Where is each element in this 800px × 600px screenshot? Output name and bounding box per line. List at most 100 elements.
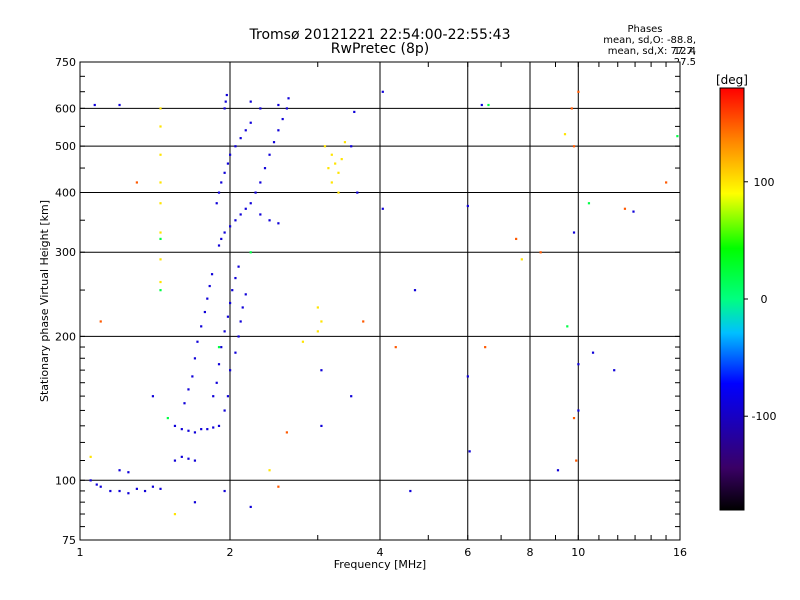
data-point: [234, 145, 237, 148]
phase-stats-o: mean, sd,O: -88.8, 12.4: [603, 35, 696, 57]
data-point: [220, 181, 223, 184]
data-point: [223, 171, 226, 174]
data-point: [159, 107, 162, 110]
data-point: [632, 210, 635, 213]
data-point: [159, 237, 162, 241]
data-point: [231, 289, 234, 292]
y-axis-label: Stationary phase Virtual Height [km]: [38, 200, 51, 402]
data-point: [327, 167, 330, 170]
data-point: [520, 258, 523, 261]
x-tick-label: 2: [227, 546, 234, 559]
data-point: [173, 513, 177, 516]
data-point: [249, 100, 252, 103]
x-tick-label: 1: [77, 546, 84, 559]
data-point: [362, 320, 365, 323]
data-point: [217, 363, 221, 366]
data-point: [484, 346, 487, 349]
data-point: [277, 129, 280, 132]
data-point: [577, 409, 580, 412]
data-point: [316, 330, 319, 333]
data-point: [259, 107, 262, 110]
data-point: [301, 340, 305, 343]
data-point: [217, 244, 221, 247]
grid-lines: [80, 62, 680, 540]
y-tick-label: 600: [55, 102, 76, 115]
data-point: [334, 162, 337, 165]
data-point: [249, 121, 252, 124]
data-point: [226, 315, 230, 318]
data-points: [89, 90, 679, 516]
data-point: [220, 346, 223, 349]
data-point: [268, 153, 271, 156]
data-point: [234, 219, 237, 222]
data-point: [220, 237, 223, 241]
data-point: [206, 428, 209, 431]
data-point: [350, 145, 353, 148]
data-point: [223, 409, 226, 412]
data-point: [263, 167, 267, 170]
colorbar-gradient: [719, 87, 745, 511]
y-tick-label: 100: [55, 474, 76, 487]
data-point: [577, 363, 580, 366]
data-point: [272, 141, 276, 144]
data-point: [316, 306, 319, 309]
data-point: [381, 90, 384, 93]
data-point: [217, 346, 221, 349]
data-point: [196, 340, 199, 343]
data-point: [229, 153, 232, 156]
x-tick-label: 6: [464, 546, 471, 559]
data-point: [143, 489, 147, 493]
x-tick-label: 16: [673, 546, 687, 559]
data-point: [556, 469, 560, 472]
data-point: [353, 110, 356, 114]
data-point: [237, 335, 240, 338]
data-point: [234, 276, 237, 280]
data-point: [340, 158, 343, 161]
data-point: [99, 485, 102, 488]
data-point: [187, 388, 190, 391]
data-point: [159, 181, 162, 184]
data-point: [356, 191, 359, 194]
data-point: [244, 293, 247, 296]
phase-stats-x: mean, sd,X: 77.7, 27.5: [607, 46, 696, 68]
chart-subtitle: RwPretec (8p): [330, 41, 430, 57]
data-point: [268, 469, 271, 472]
data-point: [572, 416, 576, 420]
data-point: [208, 284, 211, 288]
data-point: [229, 369, 232, 372]
data-point: [180, 428, 183, 431]
data-point: [249, 505, 252, 509]
data-point: [343, 141, 347, 144]
data-point: [330, 153, 333, 156]
data-point: [159, 289, 162, 292]
data-point: [224, 100, 227, 103]
data-point: [676, 135, 679, 138]
data-point: [183, 402, 186, 405]
data-point: [210, 273, 214, 276]
data-point: [394, 346, 397, 349]
data-point: [480, 103, 483, 107]
data-point: [323, 145, 327, 148]
data-point: [212, 426, 215, 429]
x-tick-label: 4: [377, 546, 384, 559]
data-point: [223, 107, 226, 110]
data-point: [591, 351, 595, 354]
data-point: [200, 325, 203, 328]
data-point: [118, 103, 121, 107]
phase-stats-heading: Phases: [627, 24, 663, 35]
data-point: [95, 483, 98, 486]
data-point: [215, 202, 218, 205]
axes: 1 2 4 6 8 10 16 75 100 200 300 400 500 600 750 Frequenc…: [38, 56, 687, 571]
data-point: [193, 459, 197, 462]
data-point: [206, 297, 209, 300]
data-point: [281, 117, 284, 121]
data-point: [159, 125, 162, 128]
chart-title: Tromsø 20121221 22:54:00-22:55:43: [249, 27, 511, 43]
data-point: [330, 181, 333, 184]
data-point: [259, 213, 262, 216]
colorbar-tick-label: 100: [754, 176, 775, 189]
phase-colorbar: [deg] 100 0 -100: [716, 73, 776, 511]
data-point: [99, 320, 102, 323]
data-point: [239, 320, 242, 323]
